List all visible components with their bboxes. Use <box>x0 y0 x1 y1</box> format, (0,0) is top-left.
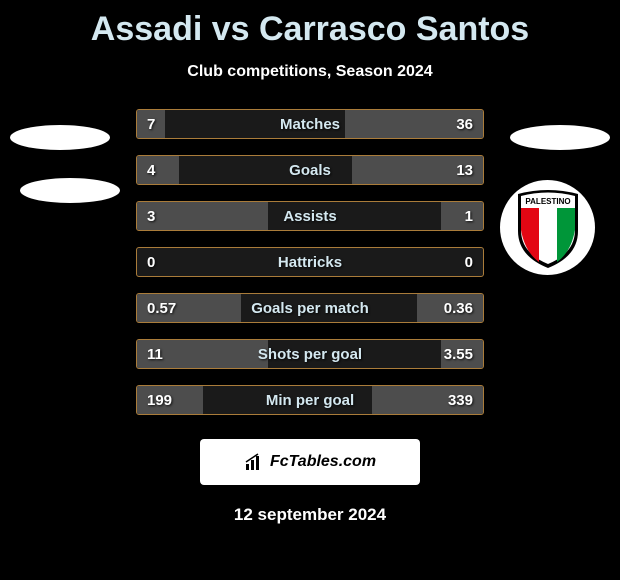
player-right-photo-placeholder <box>510 125 610 150</box>
stats-bar-chart: 736Matches 413Goals 31Assists 00Hattricks 0.… <box>136 109 484 415</box>
comparison-title: Assadi vs Carrasco Santos <box>0 0 620 49</box>
stat-label: Goals <box>137 162 483 179</box>
snapshot-date: 12 september 2024 <box>0 505 620 525</box>
stat-label: Hattricks <box>137 254 483 271</box>
team-right-badge: PALESTINO <box>500 180 595 275</box>
stat-label: Assists <box>137 208 483 225</box>
player-left-photo-placeholder <box>10 125 110 150</box>
stat-row: 199339Min per goal <box>136 385 484 415</box>
svg-text:PALESTINO: PALESTINO <box>525 197 570 206</box>
branding-box[interactable]: FcTables.com <box>200 439 420 485</box>
stat-row: 113.55Shots per goal <box>136 339 484 369</box>
stat-row: 31Assists <box>136 201 484 231</box>
comparison-subtitle: Club competitions, Season 2024 <box>0 63 620 81</box>
palestino-shield-icon: PALESTINO <box>513 186 583 270</box>
stat-label: Min per goal <box>137 392 483 409</box>
stat-label: Shots per goal <box>137 346 483 363</box>
stat-label: Matches <box>137 116 483 133</box>
stat-label: Goals per match <box>137 300 483 317</box>
stat-row: 736Matches <box>136 109 484 139</box>
team-left-logo-placeholder <box>20 178 120 203</box>
branding-label: FcTables.com <box>270 453 376 471</box>
stat-row: 0.570.36Goals per match <box>136 293 484 323</box>
stat-row: 413Goals <box>136 155 484 185</box>
fctables-icon <box>244 452 264 472</box>
stat-row: 00Hattricks <box>136 247 484 277</box>
